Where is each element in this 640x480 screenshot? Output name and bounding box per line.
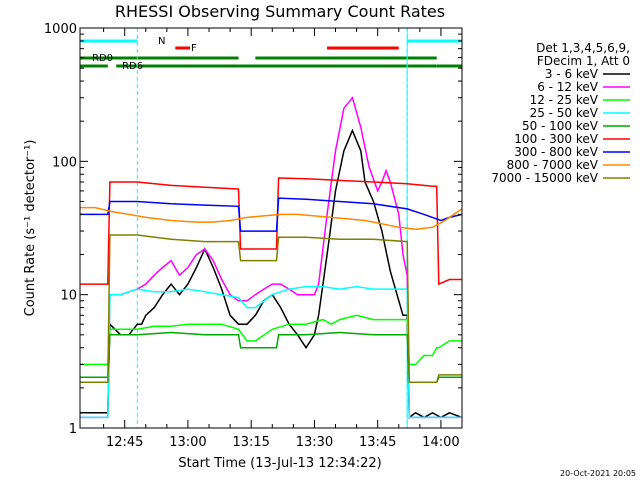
legend-entry-label: 12 - 25 keV <box>530 93 599 107</box>
y-tick-label: 100 <box>52 155 77 170</box>
flag-label-rd0: RD0 <box>92 53 113 64</box>
series-line-1 <box>80 96 462 419</box>
series-line-7 <box>80 206 463 230</box>
x-tick-label: 13:45 <box>359 435 396 450</box>
legend-entry-label: 300 - 800 keV <box>514 145 598 159</box>
series-group <box>80 96 463 419</box>
x-axis-label: Start Time (13-Jul-13 12:34:22) <box>178 456 381 471</box>
legend-entry-label: 50 - 100 keV <box>522 119 599 133</box>
legend-entry-label: 6 - 12 keV <box>537 80 599 94</box>
y-axis-label: Count Rate (s⁻¹ detector⁻¹) <box>23 140 38 317</box>
x-tick-label: 14:00 <box>422 435 459 450</box>
flag-label-rd6: RD6 <box>122 61 143 72</box>
legend-entry-label: 100 - 300 keV <box>514 132 598 146</box>
y-tick-label: 1000 <box>44 22 77 37</box>
plot-frame <box>79 27 463 429</box>
x-tick-label: 13:30 <box>296 435 333 450</box>
series-line-6 <box>80 197 463 232</box>
legend-header-line-2: FDecim 1, Att 0 <box>537 54 630 68</box>
series-line-5 <box>80 177 462 286</box>
x-tick-label: 12:45 <box>106 435 143 450</box>
chart-title: RHESSI Observing Summary Count Rates <box>115 2 445 21</box>
legend-entry-label: 800 - 7000 keV <box>507 158 599 172</box>
y-tick-label: 1 <box>69 422 77 437</box>
y-tick-label: 10 <box>60 289 77 304</box>
y-axis: 1 10 100 1000 <box>44 22 462 437</box>
footer-date: 20-Oct-2021 20:05 <box>560 469 636 478</box>
legend-entry-label: 25 - 50 keV <box>530 106 599 120</box>
series-line-0 <box>80 128 463 419</box>
x-tick-label: 13:15 <box>232 435 269 450</box>
legend-entry-label: 7000 - 15000 keV <box>491 171 598 185</box>
legend-entry-label: 3 - 6 keV <box>545 67 599 81</box>
x-tick-label: 13:00 <box>169 435 206 450</box>
flag-label-night: N <box>158 36 165 47</box>
x-axis: 12:45 13:00 13:15 13:30 13:45 14:00 <box>103 28 463 450</box>
series-line-2 <box>80 314 462 366</box>
flag-label-flare: F <box>191 43 197 54</box>
series-line-8 <box>80 234 462 384</box>
status-flags: N F RD0 RD6 <box>80 36 462 72</box>
legend-header-line-1: Det 1,3,4,5,6,9, <box>536 41 630 55</box>
series-line-3 <box>80 285 462 419</box>
